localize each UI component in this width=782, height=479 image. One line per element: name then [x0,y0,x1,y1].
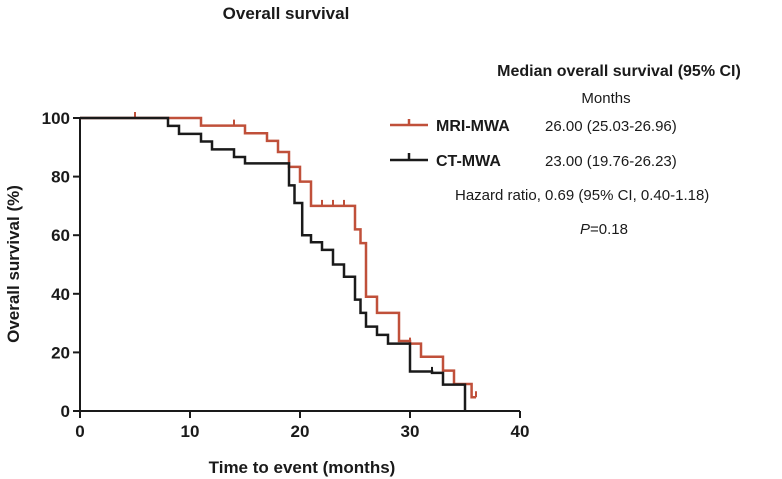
hazard-ratio-text: Hazard ratio, 0.69 (95% CI, 0.40-1.18) [455,187,709,204]
legend-subheader: Months [581,90,630,107]
curve-ct-mwa [80,116,467,411]
y-tick-label: 60 [51,226,70,245]
legend: Median overall survival (95% CI) Months … [390,63,741,238]
y-tick-label: 20 [51,343,70,362]
p-value-text: P=0.18 [580,221,628,238]
chart-title: Overall survival [223,4,350,23]
p-value: =0.18 [590,221,628,238]
x-tick-label: 0 [75,422,84,441]
legend-label-mri-mwa: MRI-MWA [436,118,510,135]
x-tick-label: 30 [401,422,420,441]
y-tick-label: 40 [51,285,70,304]
y-tick-label: 80 [51,168,70,187]
legend-median-ct-mwa: 23.00 (19.76-26.23) [545,153,677,170]
survival-curves [80,112,477,411]
x-tick-label: 40 [511,422,530,441]
legend-item-ct-mwa: CT-MWA 23.00 (19.76-26.23) [390,153,677,170]
legend-item-mri-mwa: MRI-MWA 26.00 (25.03-26.96) [390,118,677,135]
legend-label-ct-mwa: CT-MWA [436,153,501,170]
y-tick-label: 0 [61,402,70,421]
x-tick-label: 20 [291,422,310,441]
x-axis-label: Time to event (months) [209,458,396,477]
legend-header: Median overall survival (95% CI) [497,63,741,80]
p-label: P [580,221,590,238]
x-ticks: 0 10 20 30 40 [75,411,529,441]
y-ticks: 0 20 40 60 80 100 [42,109,80,421]
y-tick-label: 100 [42,109,70,128]
x-tick-label: 10 [181,422,200,441]
y-axis-label: Overall survival (%) [4,185,23,343]
legend-median-mri-mwa: 26.00 (25.03-26.96) [545,118,677,135]
curve-mri-mwa [80,116,476,399]
